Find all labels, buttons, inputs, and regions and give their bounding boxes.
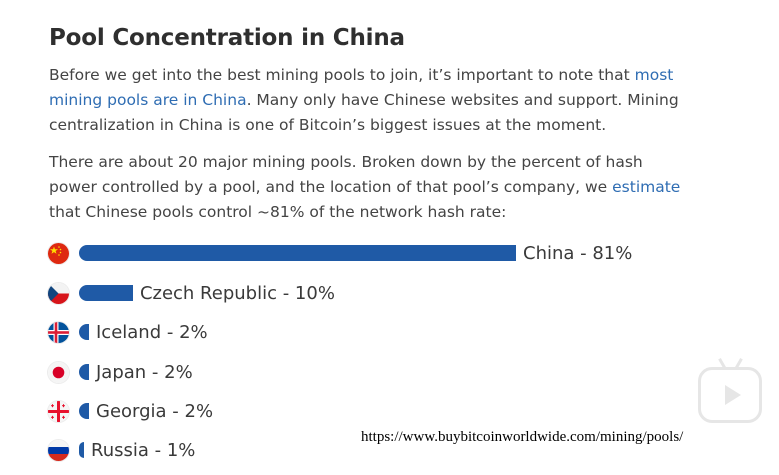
bar-label-georgia: Georgia - 2% — [96, 400, 214, 422]
bar-label-japan: Japan - 2% — [96, 361, 193, 383]
bar-row-china: China - 81% — [48, 241, 632, 265]
intro-paragraph: Before we get into the best mining pools… — [49, 63, 689, 138]
bar-china — [79, 245, 516, 261]
estimate-link[interactable]: estimate — [612, 178, 681, 196]
intro-text-start: Before we get into the best mining pools… — [49, 66, 635, 84]
intro-text-end: . Many only have Chinese websites and su… — [49, 91, 679, 134]
estimate-text-start: There are about 20 major mining pools. B… — [49, 153, 643, 196]
georgia-flag-icon — [48, 400, 69, 422]
iceland-flag-icon — [48, 321, 69, 343]
bar-czech-republic — [79, 285, 133, 301]
estimate-text-end: that Chinese pools control ~81% of the n… — [49, 203, 507, 221]
bar-row-georgia: Georgia - 2% — [48, 399, 213, 423]
bar-area-czech-republic: Czech Republic - 10% — [79, 283, 335, 304]
bar-japan — [79, 364, 89, 380]
bar-label-china: China - 81% — [523, 242, 633, 264]
page-title: Pool Concentration in China — [49, 25, 405, 51]
bar-row-russia: Russia - 1% — [48, 438, 195, 462]
estimate-paragraph: There are about 20 major mining pools. B… — [49, 150, 689, 225]
bar-label-iceland: Iceland - 2% — [96, 321, 208, 343]
czech-flag-icon — [48, 282, 69, 304]
source-url: https://www.buybitcoinworldwide.com/mini… — [361, 429, 684, 445]
bar-label-czech-republic: Czech Republic - 10% — [139, 282, 335, 304]
video-play-icon[interactable] — [698, 367, 762, 423]
bar-row-czech-republic: Czech Republic - 10% — [48, 281, 335, 305]
bar-area-russia: Russia - 1% — [79, 440, 195, 461]
bar-area-japan: Japan - 2% — [79, 362, 193, 383]
bar-label-russia: Russia - 1% — [91, 439, 196, 461]
play-triangle — [725, 385, 741, 405]
russia-flag-icon — [48, 439, 69, 461]
bar-row-iceland: Iceland - 2% — [48, 320, 208, 344]
japan-flag-icon — [48, 361, 69, 383]
bar-row-japan: Japan - 2% — [48, 360, 193, 384]
bar-georgia — [79, 403, 89, 419]
bar-area-china: China - 81% — [79, 243, 632, 264]
china-flag-icon — [48, 242, 69, 264]
bar-area-georgia: Georgia - 2% — [79, 401, 213, 422]
china-pools-link[interactable]: most mining pools are in China — [49, 66, 674, 109]
bar-iceland — [79, 324, 89, 340]
bar-russia — [79, 442, 84, 458]
bar-area-iceland: Iceland - 2% — [79, 322, 208, 343]
